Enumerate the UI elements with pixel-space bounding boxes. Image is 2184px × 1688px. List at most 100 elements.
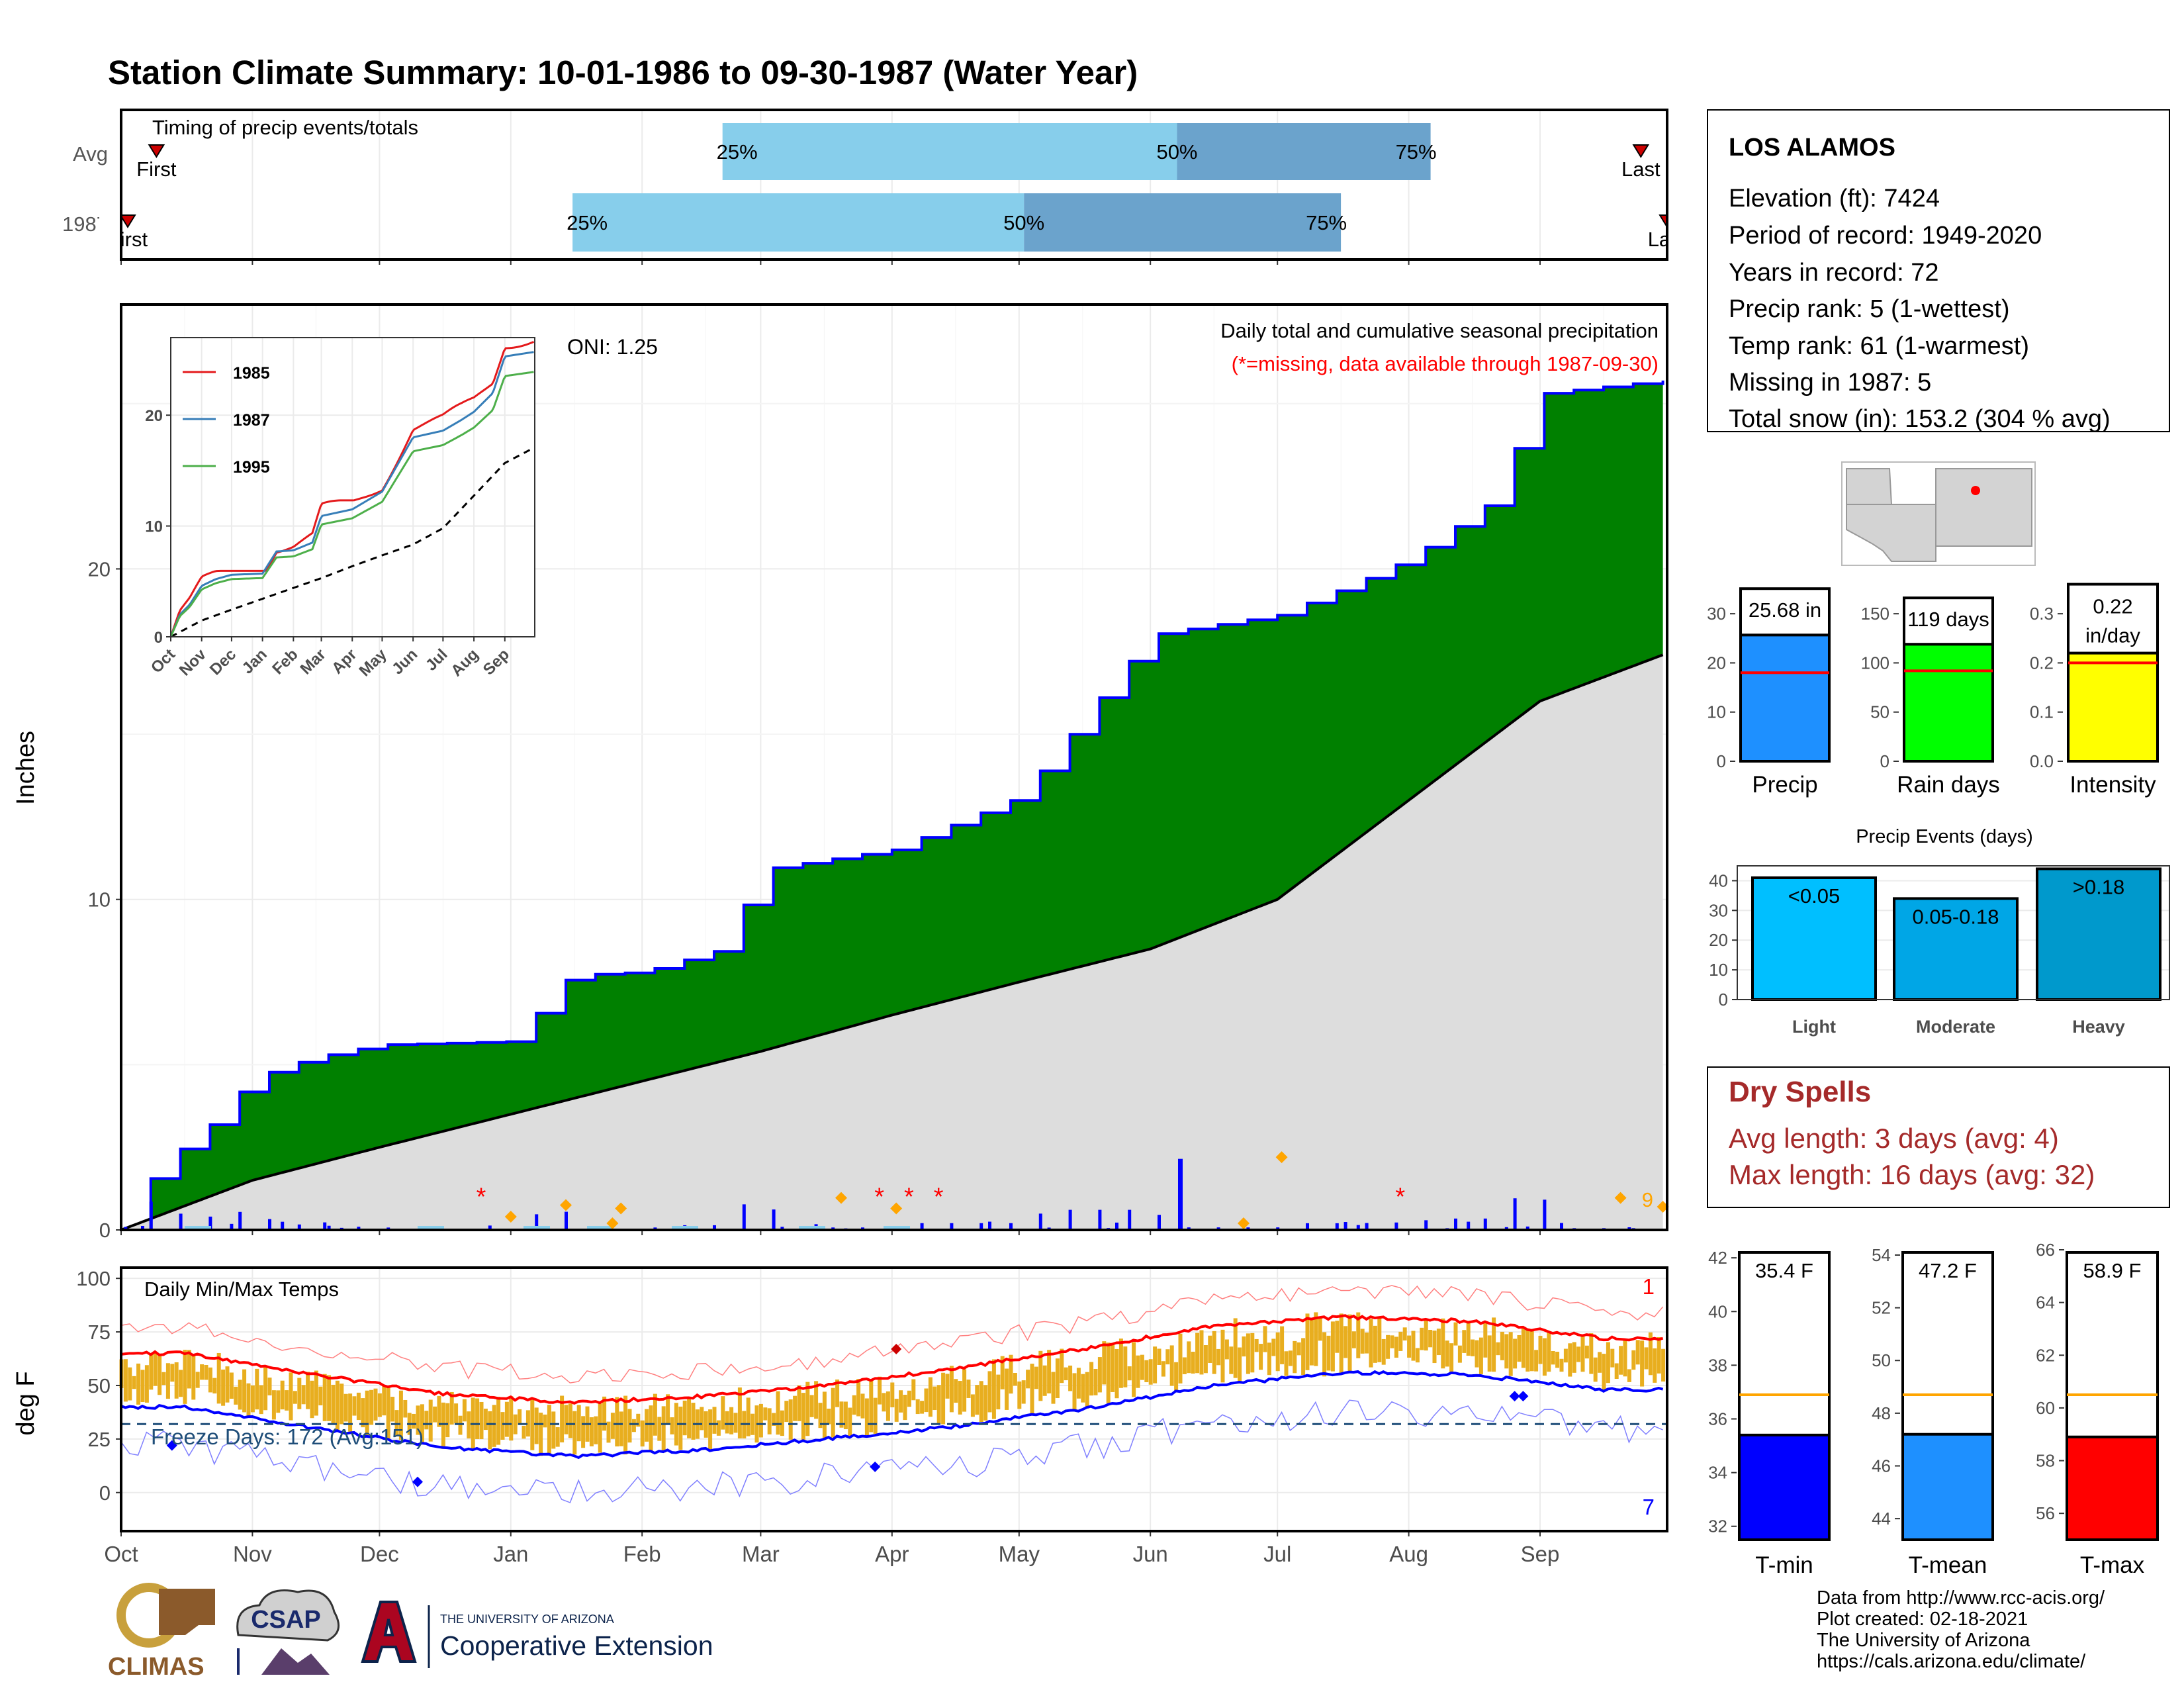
- timing-bar-q2-row0: [1177, 123, 1431, 180]
- summary-value-label: 25.68 in: [1749, 598, 1821, 622]
- daily-temp-range-bar: [1089, 1362, 1094, 1396]
- daily-temp-range-bar: [1123, 1346, 1128, 1387]
- daily-precip-bar: [1009, 1223, 1013, 1230]
- coop-extension-text: Cooperative Extension: [440, 1630, 713, 1661]
- missing-data-star-icon: *: [477, 1184, 486, 1211]
- daily-precip-bar: [327, 1225, 331, 1230]
- timing-bar-q2-row1: [1024, 193, 1342, 252]
- summary-ytick-label: 30: [1707, 604, 1726, 624]
- daily-temp-range-bar: [1229, 1346, 1234, 1374]
- daily-temp-range-bar: [716, 1420, 721, 1436]
- daily-temp-range-bar: [767, 1408, 772, 1434]
- daily-precip-bar: [1115, 1222, 1118, 1230]
- daily-temp-range-bar: [1187, 1341, 1191, 1374]
- daily-temp-range-bar: [822, 1391, 827, 1439]
- daily-temp-range-bar: [1208, 1335, 1212, 1363]
- daily-temp-range-bar: [1254, 1338, 1259, 1352]
- daily-temp-range-bar: [1525, 1328, 1530, 1372]
- daily-temp-range-bar: [856, 1379, 861, 1417]
- daily-temp-range-bar: [793, 1395, 797, 1421]
- daily-temp-range-bar: [568, 1403, 572, 1438]
- precip-ytick-label: 20: [88, 557, 111, 581]
- month-axis-label: Jul: [1263, 1542, 1291, 1566]
- daily-temp-range-bar: [1140, 1354, 1144, 1380]
- summary-bar-chart-rain-days: 119 days 0 50 100 150 Rain days: [1861, 596, 2000, 798]
- daily-temp-range-bar: [229, 1372, 234, 1399]
- daily-temp-range-bar: [1542, 1338, 1547, 1376]
- daily-temp-range-bar: [1479, 1337, 1483, 1374]
- daily-precip-bar: [179, 1213, 183, 1230]
- station-temp-rank: Temp rank: 61 (1-warmest): [1729, 332, 2029, 360]
- daily-precip-bar: [1483, 1218, 1487, 1230]
- daily-temp-range-bar: [259, 1385, 263, 1415]
- temps-panel: deg F 0 25 50 75 100 Oct Nov Dec Jan Feb Mar Apr May…: [12, 1266, 1668, 1566]
- daily-precip-bar: [1068, 1209, 1072, 1230]
- daily-temp-range-bar: [649, 1405, 653, 1451]
- daily-temp-range-bar: [894, 1399, 899, 1422]
- temp-summary-value: 35.4 F: [1755, 1259, 1813, 1282]
- notable-precip-marker-icon: [1238, 1217, 1250, 1230]
- snow-marker: [587, 1226, 614, 1230]
- daily-temp-range-bar: [445, 1403, 450, 1438]
- daily-temp-range-bar: [1055, 1358, 1060, 1398]
- inset-average-line: [170, 447, 535, 638]
- ua-logo: THE UNIVERSITY OF ARIZONA Cooperative Ex…: [361, 1601, 713, 1668]
- events-value-label: >0.18: [2073, 875, 2124, 898]
- daily-precip-bar: [1158, 1215, 1161, 1230]
- temp-record-marker-icon: [870, 1461, 881, 1472]
- daily-temp-range-bar: [534, 1407, 539, 1444]
- climas-logo: CLIMAS: [108, 1583, 215, 1681]
- daily-temp-range-bar: [462, 1399, 467, 1422]
- daily-temp-range-bar: [843, 1401, 848, 1430]
- daily-temp-range-bar: [636, 1413, 641, 1427]
- daily-temp-range-bar: [797, 1385, 801, 1421]
- station-name: LOS ALAMOS: [1729, 134, 1895, 162]
- daily-precip-bar: [1335, 1223, 1339, 1230]
- timing-bar-q1-row0: [722, 123, 1177, 180]
- daily-temp-range-bar: [1428, 1329, 1433, 1348]
- notable-precip-marker-icon: [1614, 1192, 1627, 1204]
- daily-temp-range-bar: [1360, 1329, 1365, 1354]
- daily-temp-range-bar: [920, 1401, 925, 1414]
- temp-summary-ytick-label: 32: [1708, 1517, 1727, 1536]
- station-total-snow: Total snow (in): 153.2 (304 % avg): [1729, 405, 2111, 433]
- daily-temp-range-bar: [1118, 1338, 1123, 1388]
- daily-temp-range-bar: [1051, 1372, 1056, 1404]
- daily-temp-range-bar: [1580, 1335, 1585, 1372]
- daily-temp-range-bar: [377, 1393, 382, 1417]
- temp-summary-ytick-label: 44: [1872, 1509, 1891, 1528]
- inset-legend-label: 1987: [233, 411, 270, 430]
- temp-record-marker-icon: [1518, 1391, 1529, 1402]
- temps-ytick-label: 0: [99, 1481, 111, 1505]
- daily-temp-range-bar: [1275, 1332, 1280, 1372]
- temps-ylabel: deg F: [12, 1371, 40, 1435]
- daily-temp-range-bar: [555, 1427, 560, 1447]
- notable-precip-marker-icon: [890, 1202, 903, 1215]
- daily-temp-range-bar: [1233, 1318, 1238, 1378]
- daily-temp-range-bar: [454, 1403, 459, 1424]
- snow-marker: [799, 1226, 825, 1230]
- temp-summary-ytick-label: 46: [1872, 1456, 1891, 1476]
- summary-value-unit: in/day: [2085, 624, 2140, 647]
- daily-temp-range-bar: [1593, 1357, 1598, 1382]
- climas-logo-text: CLIMAS: [108, 1653, 205, 1681]
- temp-summary-chart-t-mean: 47.2 F 44 46 48 50 52 54 T-mean: [1872, 1245, 1994, 1578]
- snow-marker: [185, 1226, 211, 1230]
- daily-temp-range-bar: [390, 1397, 395, 1422]
- daily-temp-range-bar: [191, 1353, 196, 1400]
- month-axis-label: Sep: [1521, 1542, 1560, 1566]
- daily-precip-bar: [281, 1221, 285, 1230]
- daily-temp-range-bar: [848, 1407, 852, 1436]
- daily-temp-range-bar: [1619, 1346, 1623, 1375]
- daily-temp-range-bar: [666, 1394, 670, 1424]
- daily-temp-range-bar: [678, 1406, 683, 1450]
- daily-temp-range-bar: [1076, 1368, 1081, 1399]
- daily-temp-range-bar: [1199, 1330, 1204, 1375]
- notable-precip-marker-icon: [1275, 1151, 1288, 1164]
- dry-spells-frame: [1707, 1066, 2170, 1208]
- daily-temp-range-bar: [310, 1380, 314, 1419]
- daily-temp-range-bar: [691, 1403, 696, 1440]
- daily-temp-range-bar: [1005, 1368, 1009, 1410]
- temp-summary-value: 47.2 F: [1919, 1259, 1977, 1282]
- average-precip-line: [120, 653, 1664, 1231]
